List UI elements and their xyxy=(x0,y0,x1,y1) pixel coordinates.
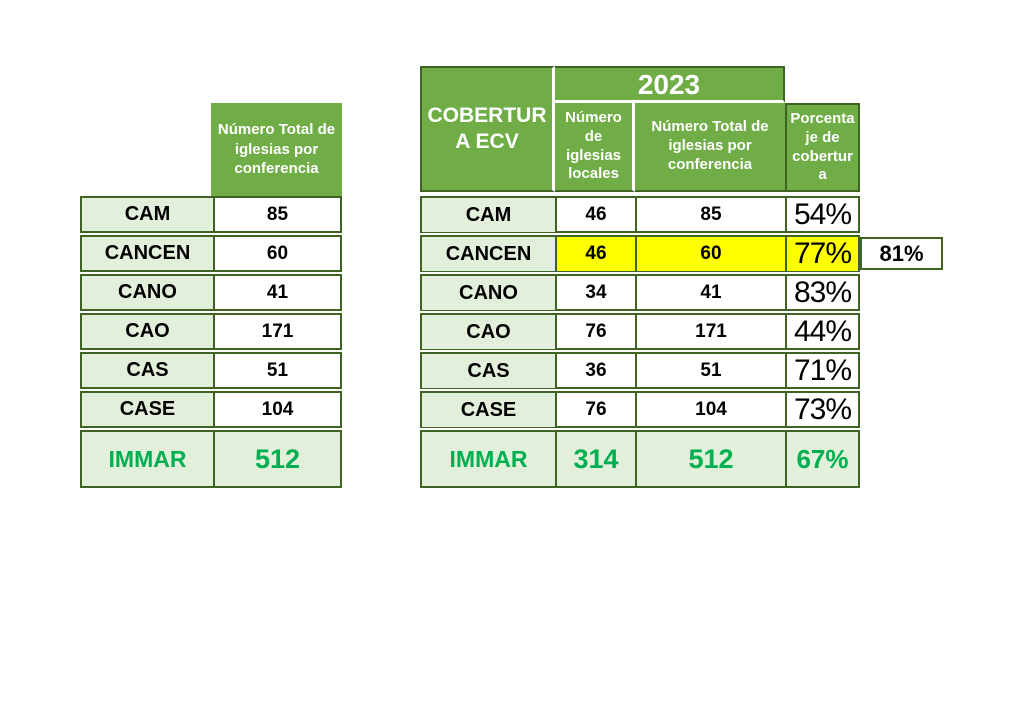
table-row: CASE 104 xyxy=(80,391,342,428)
church-total-value: 60 xyxy=(213,237,340,270)
table-row: CAS 36 51 71% xyxy=(420,352,860,389)
church-total-value: 60 xyxy=(635,237,785,271)
year-header-cell: 2023 xyxy=(555,66,785,103)
church-total-value: 41 xyxy=(213,276,340,309)
church-total-value: 51 xyxy=(635,354,785,388)
annotation-pct-cell: 81% xyxy=(860,237,943,270)
coverage-pct-value: 77% xyxy=(785,237,858,271)
coverage-pct-value: 44% xyxy=(785,315,858,349)
conference-label: CASE xyxy=(422,393,555,427)
conference-label: CASE xyxy=(82,393,213,426)
church-total-value: 104 xyxy=(635,393,785,427)
local-churches-value: 34 xyxy=(555,276,635,310)
left-table: CAM 85 CANCEN 60 CANO 41 CAO 171 CAS 51 … xyxy=(80,196,342,490)
conference-label: CANO xyxy=(82,276,213,309)
table-row: CANO 34 41 83% xyxy=(420,274,860,311)
total-label: IMMAR xyxy=(422,432,555,486)
table-row: CAM 85 xyxy=(80,196,342,233)
local-churches-value: 76 xyxy=(555,315,635,349)
conference-label: CAM xyxy=(82,198,213,231)
total-coverage-pct-value: 67% xyxy=(785,432,858,486)
total-local-churches-value: 314 xyxy=(555,432,635,486)
church-total-value: 171 xyxy=(635,315,785,349)
table-row: CAO 171 xyxy=(80,313,342,350)
coverage-title-cell: COBERTURA ECV xyxy=(420,66,555,192)
coverage-pct-value: 83% xyxy=(785,276,858,310)
conference-label: CAO xyxy=(422,315,555,349)
local-churches-value: 36 xyxy=(555,354,635,388)
conference-label: CAM xyxy=(422,198,555,232)
table-row-highlighted: CANCEN 46 60 77% xyxy=(420,235,860,272)
local-churches-value: 76 xyxy=(555,393,635,427)
column-header-total-churches: Número Total de iglesias por conferencia xyxy=(635,103,785,192)
total-row: IMMAR 314 512 67% xyxy=(420,430,860,488)
conference-label: CANCEN xyxy=(422,237,555,271)
table-row: CASE 76 104 73% xyxy=(420,391,860,428)
coverage-pct-value: 71% xyxy=(785,354,858,388)
table-row: CAM 46 85 54% xyxy=(420,196,860,233)
local-churches-value: 46 xyxy=(555,198,635,232)
conference-label: CANO xyxy=(422,276,555,310)
coverage-pct-value: 54% xyxy=(785,198,858,232)
total-row: IMMAR 512 xyxy=(80,430,342,488)
table-row: CANO 41 xyxy=(80,274,342,311)
column-header-coverage-pct: Porcentaje de cobertura xyxy=(785,103,860,192)
coverage-table-header: COBERTURA ECV 2023 Número de iglesias lo… xyxy=(420,66,860,192)
church-total-value: 171 xyxy=(213,315,340,348)
conference-label: CAS xyxy=(422,354,555,388)
church-total-value: 85 xyxy=(213,198,340,231)
left-table-header: Número Total de iglesias por conferencia xyxy=(211,103,342,196)
coverage-table: CAM 46 85 54% CANCEN 46 60 77% CANO 34 4… xyxy=(420,196,943,490)
conference-label: CAO xyxy=(82,315,213,348)
local-churches-value: 46 xyxy=(555,237,635,271)
church-total-value: 41 xyxy=(635,276,785,310)
conference-label: CANCEN xyxy=(82,237,213,270)
table-row: CANCEN 60 xyxy=(80,235,342,272)
column-header-local-churches: Número de iglesias locales xyxy=(555,103,635,192)
church-total-value: 104 xyxy=(213,393,340,426)
coverage-pct-value: 73% xyxy=(785,393,858,427)
total-label: IMMAR xyxy=(82,432,213,486)
church-total-value: 85 xyxy=(635,198,785,232)
conference-label: CAS xyxy=(82,354,213,387)
church-total-value: 51 xyxy=(213,354,340,387)
total-value: 512 xyxy=(213,432,340,486)
total-church-value: 512 xyxy=(635,432,785,486)
table-row: CAS 51 xyxy=(80,352,342,389)
table-row: CAO 76 171 44% xyxy=(420,313,860,350)
